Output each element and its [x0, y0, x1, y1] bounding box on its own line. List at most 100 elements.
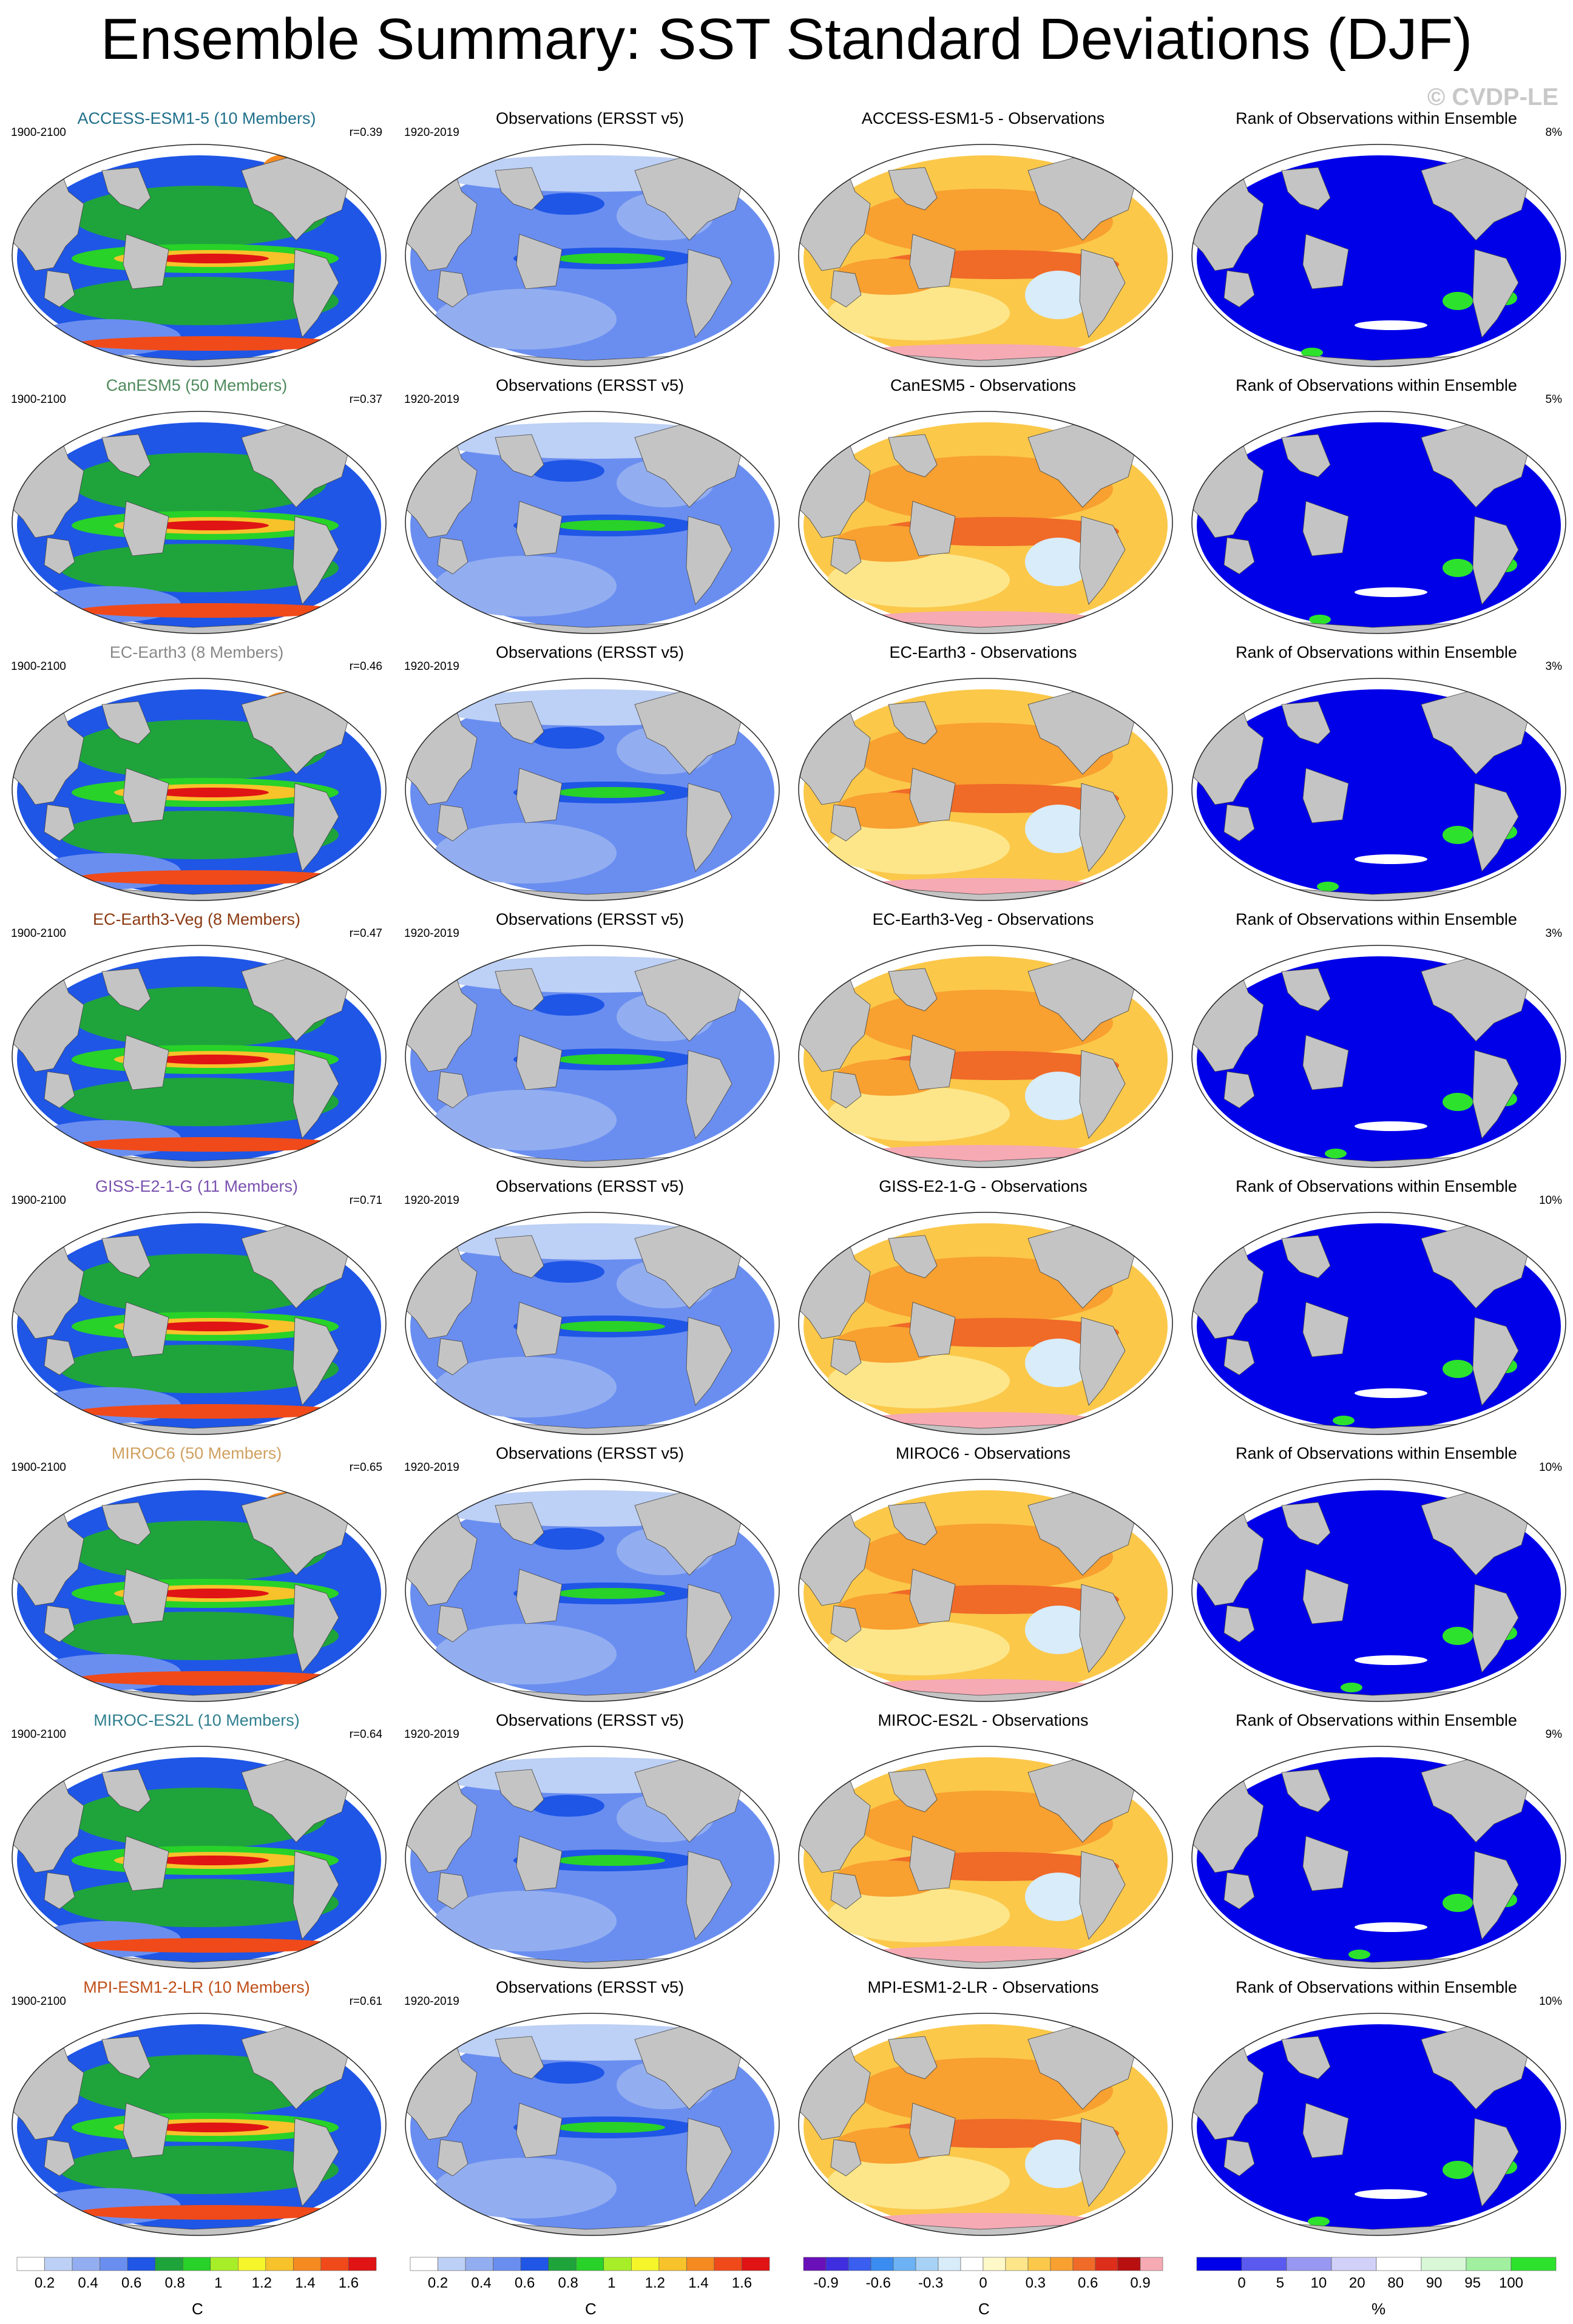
land-mass-2 — [101, 701, 151, 745]
map-container — [797, 2012, 1174, 2240]
rank-panel-title: Rank of Observations within Ensemble — [1236, 1978, 1517, 1996]
colorbar-swatch — [1072, 2257, 1096, 2271]
land-mass-6 — [1112, 2015, 1144, 2046]
panel-r4-c2: Observations (ERSST v5) 1920-2019 — [393, 910, 786, 1177]
model-panel-title: ACCESS-ESM1-5 (10 Members) — [77, 109, 316, 127]
contour-field-4 — [1348, 1950, 1370, 1959]
rank-panel-title: Rank of Observations within Ensemble — [1236, 643, 1517, 661]
colorbar-tick-label: 1.2 — [645, 2275, 665, 2291]
land-mass-6 — [1506, 146, 1537, 177]
land-mass-2 — [1281, 1769, 1331, 1812]
land-mass-1 — [44, 2139, 75, 2177]
land-mass-6 — [1112, 680, 1144, 711]
panel-r2-c4: Rank of Observations within Ensemble 5% — [1180, 376, 1573, 643]
contour-field-5 — [154, 521, 269, 530]
panel-r8-c1: MPI-ESM1-2-LR (10 Members) 1900-2100 r=0.6… — [0, 1978, 393, 2245]
rank-panel-title: Rank of Observations within Ensemble — [1236, 910, 1517, 928]
land-mass-2 — [101, 2036, 151, 2079]
contour-field-2 — [59, 2146, 339, 2194]
contour-field-2 — [59, 1345, 339, 1393]
map-container — [404, 143, 780, 371]
map-container — [797, 143, 1174, 371]
colorbar-swatch — [100, 2257, 128, 2271]
colorbar-tick-label: 80 — [1387, 2275, 1404, 2291]
land-mass-3 — [123, 768, 169, 823]
contour-field-4 — [556, 1321, 665, 1332]
contour-field-5 — [532, 193, 604, 215]
land-mass-6 — [1112, 947, 1144, 978]
land-mass-6 — [1112, 413, 1144, 444]
map-border — [798, 1479, 1173, 1702]
map-border — [12, 2013, 387, 2236]
land-mass-1 — [437, 2139, 469, 2177]
land-mass-2 — [101, 167, 151, 211]
land-mass-6 — [326, 680, 357, 711]
obs-period-label: 1920-2019 — [404, 126, 459, 139]
land-mass-1 — [437, 1872, 469, 1910]
colorbar-tick-label: 0.4 — [471, 2275, 491, 2291]
land-mass-2 — [101, 1235, 151, 1279]
contour-field-4 — [1025, 1606, 1092, 1654]
land-mass-2 — [101, 968, 151, 1012]
contour-field-9 — [78, 1137, 345, 1152]
model-sst-map — [12, 144, 387, 367]
difference-panel-title: EC-Earth3 - Observations — [889, 643, 1077, 661]
colorbar-swatch — [825, 2257, 849, 2271]
land-mass-5 — [293, 783, 339, 872]
colorbar-tick-label: 1.4 — [688, 2275, 708, 2291]
land-mass-6 — [719, 1481, 751, 1512]
model-sst-map — [12, 2013, 387, 2236]
colorbar-swatch — [1005, 2257, 1029, 2271]
land-mass-1 — [830, 1071, 862, 1109]
land-mass-3 — [1302, 234, 1349, 289]
land-mass-1 — [830, 804, 862, 842]
land-mass-6 — [326, 146, 357, 177]
land-mass-2 — [101, 1769, 151, 1812]
colorbar-unit: % — [1372, 2300, 1386, 2318]
rank-percent: 8% — [1545, 126, 1562, 139]
colorbar-swatch — [16, 2257, 45, 2271]
obs-panel-title: Observations (ERSST v5) — [495, 1711, 685, 1729]
colorbar-swatch — [548, 2257, 577, 2271]
map-border — [405, 2013, 780, 2236]
contour-field-5 — [532, 1261, 604, 1283]
land-mass-2 — [495, 434, 544, 478]
colorbar-2: 0.2 0.4 0.6 0.8 1 1.2 1.4 1.6 C — [393, 2252, 786, 2319]
difference-map — [798, 144, 1173, 367]
land-mass-1 — [1223, 1605, 1255, 1643]
map-container — [797, 410, 1174, 638]
contour-field-4 — [556, 787, 665, 798]
map-border — [798, 1212, 1173, 1435]
panel-r5-c3: GISS-E2-1-G - Observations — [786, 1177, 1180, 1444]
panel-r2-c3: CanESM5 - Observations — [786, 376, 1180, 643]
contour-field-4 — [1325, 1149, 1347, 1158]
map-border — [1191, 411, 1566, 634]
obs-sst-map — [405, 945, 780, 1168]
contour-field-2 — [59, 277, 339, 325]
land-mass-2 — [888, 968, 938, 1012]
land-mass-1 — [1223, 2139, 1255, 2177]
obs-period-label: 1920-2019 — [404, 1461, 459, 1474]
model-panel-title: GISS-E2-1-G (11 Members) — [95, 1177, 299, 1195]
map-border — [12, 411, 387, 634]
land-mass-6 — [719, 413, 751, 444]
rank-map — [1191, 2013, 1566, 2236]
contour-field-4 — [1333, 1416, 1355, 1425]
rank-map — [1191, 411, 1566, 634]
obs-period-label: 1920-2019 — [404, 393, 459, 406]
rank-map — [1191, 678, 1566, 901]
obs-period-label: 1920-2019 — [404, 1194, 459, 1207]
panel-r5-c4: Rank of Observations within Ensemble 10% — [1180, 1177, 1573, 1444]
colorbar-tick-label: 0.2 — [428, 2275, 448, 2291]
land-mass-2 — [1281, 968, 1331, 1012]
colorbar-unit: C — [978, 2300, 990, 2318]
colorbar-unit: C — [585, 2300, 597, 2318]
map-border — [1191, 945, 1566, 1168]
map-border — [12, 1746, 387, 1969]
land-mass-1 — [437, 804, 469, 842]
land-mass-1 — [437, 1605, 469, 1643]
land-mass-6 — [326, 1214, 357, 1245]
land-mass-6 — [326, 1481, 357, 1512]
obs-period-label: 1920-2019 — [404, 1728, 459, 1741]
colorbar-tick-label: 0 — [979, 2275, 987, 2291]
